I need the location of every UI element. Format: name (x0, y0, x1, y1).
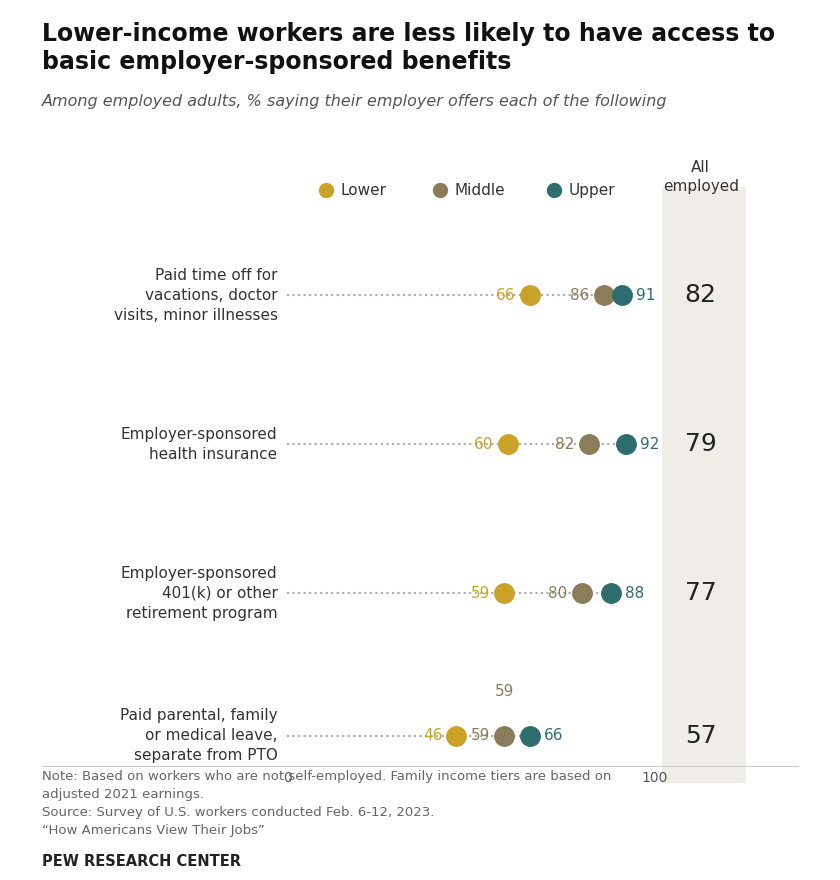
Text: 60: 60 (475, 436, 494, 452)
Text: 46: 46 (423, 729, 442, 744)
Text: Lower: Lower (341, 183, 386, 198)
Text: 57: 57 (685, 723, 717, 748)
Bar (662, 187, 746, 783)
Text: All
employed: All employed (663, 160, 738, 194)
Text: 82: 82 (555, 436, 575, 452)
Text: 66: 66 (544, 729, 564, 744)
Text: 59: 59 (470, 586, 490, 601)
Text: 92: 92 (640, 436, 659, 452)
Text: 82: 82 (685, 283, 717, 307)
Text: Paid time off for
vacations, doctor
visits, minor illnesses: Paid time off for vacations, doctor visi… (113, 268, 277, 323)
Text: 66: 66 (496, 288, 516, 303)
Text: 59: 59 (470, 729, 490, 744)
Text: 86: 86 (570, 288, 590, 303)
Text: 91: 91 (637, 288, 656, 303)
Text: 59: 59 (495, 684, 514, 699)
Text: Note: Based on workers who are not self-employed. Family income tiers are based : Note: Based on workers who are not self-… (42, 770, 612, 837)
Text: Among employed adults, % saying their employer offers each of the following: Among employed adults, % saying their em… (42, 94, 668, 109)
Text: Paid parental, family
or medical leave,
separate from PTO: Paid parental, family or medical leave, … (120, 708, 277, 763)
Text: PEW RESEARCH CENTER: PEW RESEARCH CENTER (42, 854, 241, 869)
Text: 0: 0 (283, 771, 291, 785)
Text: Lower-income workers are less likely to have access to
basic employer-sponsored : Lower-income workers are less likely to … (42, 22, 775, 74)
Text: Employer-sponsored
health insurance: Employer-sponsored health insurance (121, 427, 277, 462)
Text: 79: 79 (685, 432, 717, 457)
Text: Middle: Middle (454, 183, 505, 198)
Text: 100: 100 (642, 771, 669, 785)
Text: 88: 88 (625, 586, 644, 601)
Text: 80: 80 (548, 586, 567, 601)
Text: Employer-sponsored
401(k) or other
retirement program: Employer-sponsored 401(k) or other retir… (121, 566, 277, 620)
Text: 77: 77 (685, 582, 717, 605)
Text: Upper: Upper (569, 183, 615, 198)
